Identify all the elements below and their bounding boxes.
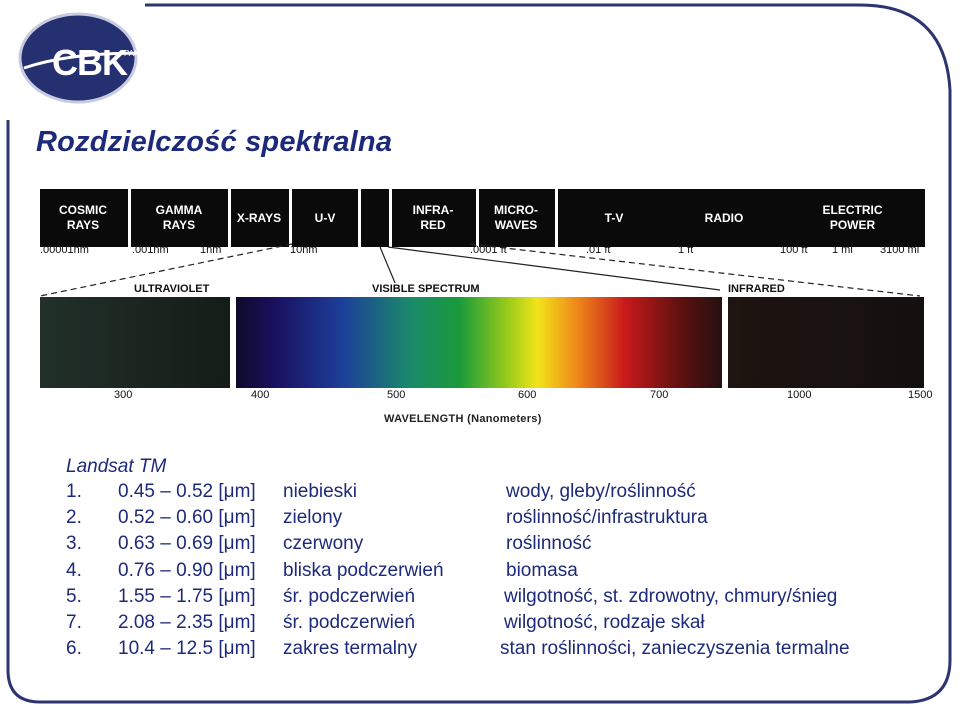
em-category-9: ELECTRIC POWER <box>822 203 883 232</box>
em-category-6: MICRO- WAVES <box>494 203 538 232</box>
landsat-title: Landsat TM <box>66 456 167 477</box>
band-name: niebieski <box>283 481 357 502</box>
em-tick-label: .0001 ft <box>470 244 507 256</box>
em-tick-label: 1 mi <box>832 244 853 256</box>
nm-tick-label: 700 <box>650 389 669 401</box>
table-row: 3. 0.63 – 0.69 [μm] czerwony roślinność <box>0 533 960 559</box>
table-row: 4. 0.76 – 0.90 [μm] bliska podczerwień biom… <box>0 560 960 586</box>
band-no: 5. <box>66 585 82 607</box>
em-category-4 <box>361 189 389 247</box>
band-no: 1. <box>66 481 82 502</box>
band-use: wilgotność, rodzaje skał <box>504 612 705 633</box>
band-range: 0.76 – 0.90 [μm] <box>118 559 256 581</box>
band-range: 1.55 – 1.75 [μm] <box>118 585 256 607</box>
em-category-7: T-V <box>604 210 624 225</box>
em-separator-5 <box>476 189 479 247</box>
em-separator-3 <box>358 189 361 247</box>
em-tick-label: .001nm <box>132 244 169 256</box>
band-range: 0.45 – 0.52 [μm] <box>118 481 256 502</box>
em-tick-label: 100 ft <box>780 244 808 256</box>
band-use: biomasa <box>506 559 578 581</box>
em-separator-0 <box>128 189 131 247</box>
em-category-0: COSMIC RAYS <box>59 203 107 232</box>
em-category-2: X-RAYS <box>236 210 282 225</box>
nm-tick-label: 1000 <box>787 389 812 401</box>
band-name: bliska podczerwień <box>283 559 444 581</box>
em-separator-6 <box>555 189 558 247</box>
em-separator-2 <box>289 189 292 247</box>
table-row: 1. 0.45 – 0.52 [μm] niebieski wody, gleby/r… <box>0 481 960 507</box>
em-category-5: INFRA- RED <box>412 203 454 232</box>
cbk-logo: CBK PAN <box>16 10 166 106</box>
band-range: 0.52 – 0.60 [μm] <box>118 507 256 529</box>
em-category-1: GAMMA RAYS <box>155 203 203 232</box>
table-row: 6. 10.4 – 12.5 [μm] zakres termalny stan ro… <box>0 638 960 664</box>
em-category-3: U-V <box>314 210 336 225</box>
em-separator-1 <box>228 189 231 247</box>
em-tick-label: 1 ft <box>678 244 694 256</box>
visible-spectrum-label: VISIBLE SPECTRUM <box>368 283 484 295</box>
band-range: 2.08 – 2.35 [μm] <box>118 612 256 633</box>
logo-mark <box>18 12 163 104</box>
wavelength-axis-label: WAVELENGTH (Nanometers) <box>384 413 542 425</box>
band-use: roślinność/infrastruktura <box>506 507 708 529</box>
em-tick-label: 3100 mi <box>880 244 920 256</box>
band-range: 0.63 – 0.69 [μm] <box>118 533 256 555</box>
nm-tick-label: 500 <box>387 389 406 401</box>
logo-subtext: PAN <box>124 49 140 58</box>
band-name: śr. podczerwień <box>283 585 416 607</box>
em-tick-label: 10nm <box>290 244 318 256</box>
band-no: 4. <box>66 559 82 581</box>
band-name: zakres termalny <box>283 638 418 660</box>
table-row: 5. 1.55 – 1.75 [μm] śr. podczerwień wilgotn… <box>0 586 960 612</box>
band-use: wilgotność, st. zdrowotny, chmury/śnieg <box>504 585 838 607</box>
table-row: 2. 0.52 – 0.60 [μm] zielony roślinność/infr… <box>0 507 960 533</box>
em-tick-label: 1nm <box>200 244 222 256</box>
table-row: 7. 2.08 – 2.35 [μm] śr. podczerwień wilgotn… <box>0 612 960 638</box>
band-name: zielony <box>283 507 343 529</box>
band-no: 3. <box>66 533 82 555</box>
band-no: 6. <box>66 638 82 660</box>
em-category-8: RADIO <box>704 210 744 225</box>
logo-text: CBK <box>52 42 128 83</box>
band-use: stan roślinności, zanieczyszenia termaln… <box>500 638 850 660</box>
band-name: czerwony <box>283 533 364 555</box>
band-no: 2. <box>66 507 82 529</box>
ultraviolet-label: ULTRAVIOLET <box>130 283 214 295</box>
em-spectrum-bar: COSMIC RAYS GAMMA RAYS X-RAYS U-V INFRA- RED… <box>40 189 925 247</box>
band-no: 7. <box>66 612 82 633</box>
nm-tick-label: 600 <box>518 389 537 401</box>
em-tick-label: .01 ft <box>586 244 611 256</box>
band-name: śr. podczerwień <box>283 612 416 633</box>
nm-tick-label: 300 <box>114 389 133 401</box>
band-range: 10.4 – 12.5 [μm] <box>118 638 256 660</box>
band-use: roślinność <box>506 533 592 555</box>
em-separator-4 <box>389 189 392 247</box>
em-tick-label: .00001nm <box>40 244 89 256</box>
nm-tick-label: 1500 <box>908 389 933 401</box>
nm-tick-label: 400 <box>251 389 270 401</box>
page-title: Rozdzielczość spektralna <box>36 126 393 158</box>
band-use: wody, gleby/roślinność <box>506 481 696 502</box>
infrared-label: INFRARED <box>724 283 789 295</box>
